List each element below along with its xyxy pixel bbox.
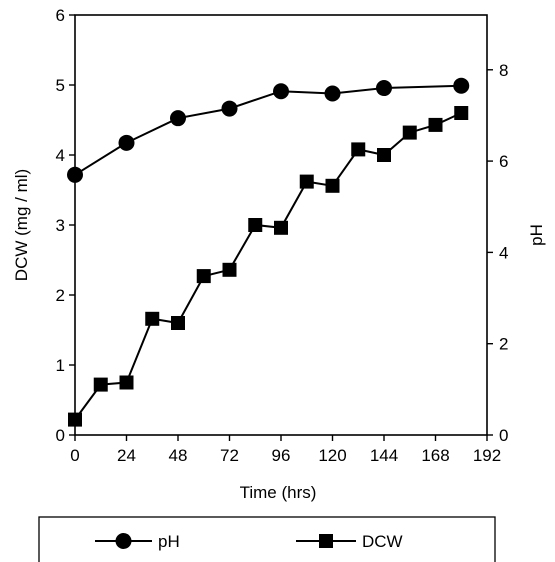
y-tick-label: 3 [56, 216, 65, 235]
data-point-dcw [274, 220, 288, 235]
y2-tick-label: 8 [499, 61, 508, 80]
data-point-dcw [454, 106, 469, 120]
data-point-dcw [145, 311, 160, 326]
legend: pH DCW [38, 516, 496, 562]
data-point-ph [67, 166, 83, 183]
x-tick-label: 24 [117, 446, 136, 465]
x-tick-label: 192 [473, 446, 501, 465]
data-point-dcw [222, 262, 237, 277]
data-point-ph [376, 80, 392, 97]
data-point-dcw [377, 148, 391, 162]
data-point-dcw [68, 412, 82, 427]
data-point-dcw [299, 174, 314, 189]
y-tick-label: 2 [56, 286, 65, 305]
data-point-ph [118, 134, 135, 151]
legend-label: DCW [362, 532, 403, 551]
x-tick-label: 144 [370, 446, 398, 465]
y2-tick-label: 0 [499, 426, 508, 445]
data-point-ph [221, 100, 238, 117]
series-line-dcw [74, 112, 462, 421]
y-tick-label: 6 [56, 6, 65, 25]
data-point-dcw [196, 269, 211, 284]
data-point-dcw [171, 316, 185, 330]
data-point-dcw [93, 377, 108, 392]
legend-label: pH [158, 532, 180, 551]
data-point-dcw [119, 375, 134, 390]
data-point-dcw [428, 117, 443, 132]
y-tick-label: 4 [56, 146, 65, 165]
y-axis-label: DCW (mg / ml) [12, 169, 31, 281]
data-point-ph [273, 83, 289, 100]
y-tick-label: 5 [56, 76, 65, 95]
x-tick-label: 0 [70, 446, 79, 465]
series-layer [67, 77, 470, 427]
legend-item-ph: pH [95, 532, 180, 551]
x-tick-label: 96 [272, 446, 291, 465]
y2-tick-label: 6 [499, 152, 508, 171]
data-point-dcw [325, 178, 340, 193]
legend-box [38, 516, 496, 562]
data-point-dcw [402, 125, 417, 140]
x-tick-label: 168 [421, 446, 449, 465]
x-axis-label: Time (hrs) [240, 483, 317, 502]
y2-tick-label: 4 [499, 243, 508, 262]
legend-marker [115, 533, 132, 549]
data-point-dcw [351, 142, 366, 157]
x-tick-label: 48 [169, 446, 188, 465]
data-point-ph [170, 110, 186, 127]
x-tick-label: 72 [220, 446, 239, 465]
series-ph [67, 77, 470, 183]
y2-axis-label: pH [527, 224, 546, 246]
series-line-ph [74, 84, 462, 176]
series-dcw [68, 106, 469, 427]
y2-tick-label: 2 [499, 335, 508, 354]
data-point-ph [324, 85, 341, 102]
x-tick-label: 120 [318, 446, 346, 465]
y-tick-label: 0 [56, 426, 65, 445]
y-tick-label: 1 [56, 356, 65, 375]
data-point-dcw [248, 218, 263, 232]
legend-marker [319, 534, 333, 548]
data-point-ph [453, 77, 470, 94]
legend-item-dcw: DCW [296, 532, 403, 551]
